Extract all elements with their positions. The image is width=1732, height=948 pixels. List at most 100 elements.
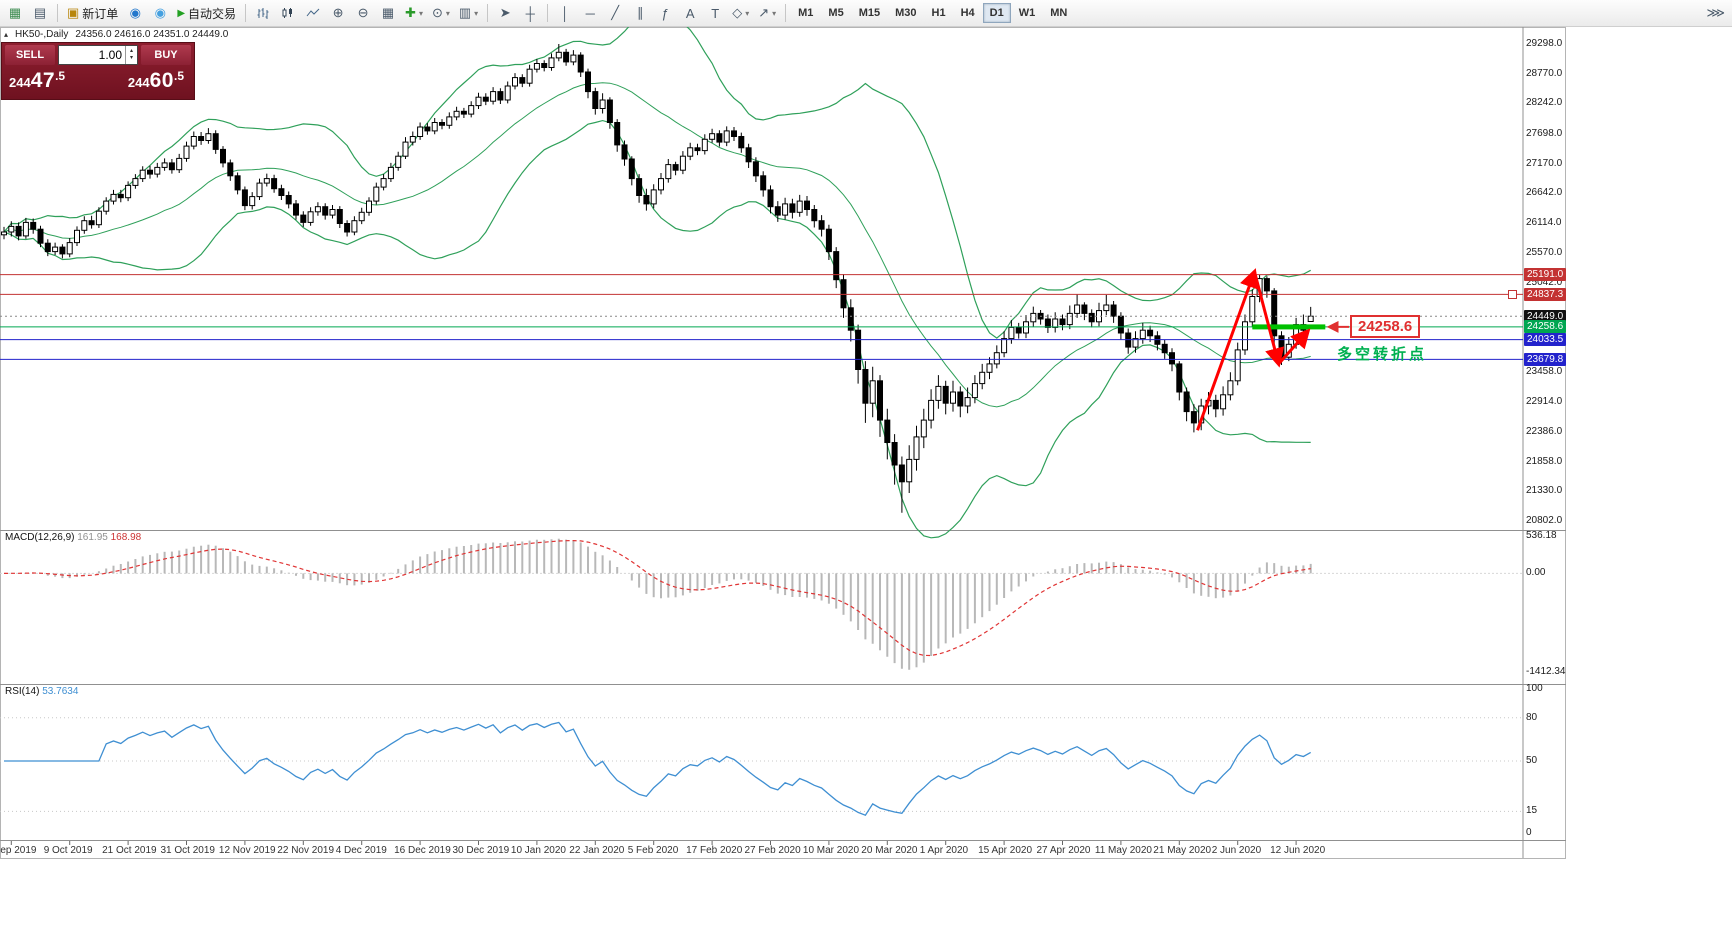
toolbar-separator xyxy=(785,4,787,22)
periods-button[interactable]: ⊙ ▾ xyxy=(428,2,454,24)
zoom-in-icon: ⊕ xyxy=(332,5,344,20)
volume-spinner[interactable]: ▴ ▾ xyxy=(125,46,137,64)
macd-name: MACD(12,26,9) xyxy=(5,532,75,543)
macd-main-value: 161.95 xyxy=(77,532,108,543)
label-tool-icon: T xyxy=(711,5,720,21)
timeframe-h4[interactable]: H4 xyxy=(954,3,982,23)
chevron-down-icon: ▾ xyxy=(418,8,423,18)
new-order-button[interactable]: ▣ 新订单 xyxy=(63,2,122,24)
crosshair-button[interactable]: ┼ xyxy=(518,2,542,24)
shapes-icon: ◇ xyxy=(732,5,743,20)
zoom-out-button[interactable]: ⊖ xyxy=(351,2,375,24)
spinner-down-icon[interactable]: ▾ xyxy=(129,55,133,61)
bar-chart-button[interactable] xyxy=(251,2,275,24)
zigzag-arrow xyxy=(1253,271,1285,368)
volume-input[interactable]: 1.00 ▴ ▾ xyxy=(58,45,138,65)
trendline-icon: ╱ xyxy=(611,5,620,20)
timeframe-h1[interactable]: H1 xyxy=(925,3,953,23)
fibonacci-button[interactable]: ƒ xyxy=(653,2,677,24)
chevron-down-icon: ▾ xyxy=(772,8,777,18)
fibonacci-icon: ƒ xyxy=(661,5,669,21)
buy-button[interactable]: BUY xyxy=(141,45,191,65)
new-chart-button[interactable]: ▦ xyxy=(3,2,27,24)
indicators-button[interactable]: ✚ ▾ xyxy=(401,2,427,24)
mql5-signals-icon: ◉ xyxy=(154,5,166,20)
cursor-icon: ➤ xyxy=(499,5,511,20)
line-chart-icon xyxy=(306,8,320,17)
sell-label: SELL xyxy=(15,49,45,61)
templates-button[interactable]: ▥ ▾ xyxy=(455,2,482,24)
toolbar-separator xyxy=(547,4,549,22)
profiles-icon: ▤ xyxy=(33,5,47,20)
support-highlight-segment xyxy=(1252,324,1326,330)
channel-button[interactable]: ∥ xyxy=(628,2,652,24)
timeframe-m15[interactable]: M15 xyxy=(852,3,887,23)
toolbar-separator xyxy=(245,4,247,22)
auto-trading-button[interactable]: ▶ 自动交易 xyxy=(173,2,240,24)
macd-label: MACD(12,26,9) 161.95 168.98 xyxy=(5,532,141,543)
indicators-icon: ✚ xyxy=(405,5,416,20)
chevron-down-icon: ▾ xyxy=(445,8,450,18)
sell-price: 24447.5 xyxy=(9,69,66,92)
tile-windows-button[interactable]: ▦ xyxy=(376,2,400,24)
arrows-icon: ↗ xyxy=(758,5,770,20)
arrows-button[interactable]: ↗ ▾ xyxy=(754,2,780,24)
timeframe-m1[interactable]: M1 xyxy=(791,3,820,23)
candles-layer xyxy=(1,44,1314,513)
horizontal-line-button[interactable]: ─ xyxy=(578,2,602,24)
chart-symbol-period: HK50-,Daily xyxy=(15,29,69,40)
hline-handle[interactable] xyxy=(1508,290,1517,300)
zoom-in-button[interactable]: ⊕ xyxy=(326,2,350,24)
candlestick-chart-icon xyxy=(282,8,293,18)
one-click-trading-panel: SELL 1.00 ▴ ▾ BUY 24447.5 24460.5 xyxy=(1,42,195,100)
horizontal-line-icon: ─ xyxy=(585,5,595,21)
vertical-line-button[interactable]: │ xyxy=(553,2,577,24)
turning-point-text[interactable]: 多空转折点 xyxy=(1337,346,1428,363)
periods-icon: ⊙ xyxy=(431,5,443,20)
timeframe-m30[interactable]: M30 xyxy=(888,3,923,23)
price-callout[interactable]: 24258.6 xyxy=(1350,315,1421,338)
macd-histogram xyxy=(10,538,1312,670)
auto-trading-icon: ▶ xyxy=(177,7,186,19)
mql5-market-button[interactable]: ◉ xyxy=(123,2,147,24)
auto-trading-label: 自动交易 xyxy=(188,6,237,21)
rsi-name: RSI(14) xyxy=(5,686,40,697)
crosshair-icon: ┼ xyxy=(525,5,535,21)
candlestick-chart-button[interactable] xyxy=(276,2,300,24)
rsi-label: RSI(14) 53.7634 xyxy=(5,686,78,697)
zigzag-arrow xyxy=(1277,328,1311,365)
new-order-icon: ▣ xyxy=(67,5,80,20)
label-tool-button[interactable]: T xyxy=(703,2,727,24)
main-toolbar: ▦ ▤ ▣ 新订单 ◉ ◉ ▶ 自动交易 ⊕ ⊖ ▦ ✚ ▾ ⊙ ▾ ▥ ▾ ➤ ┼ │ … xyxy=(0,0,1732,27)
shapes-button[interactable]: ◇ ▾ xyxy=(728,2,753,24)
buy-price: 24460.5 xyxy=(127,69,184,92)
profiles-button[interactable]: ▤ xyxy=(28,2,52,24)
new-chart-icon: ▦ xyxy=(8,5,22,20)
vertical-line-icon: │ xyxy=(561,5,570,21)
timeframe-m5[interactable]: M5 xyxy=(821,3,850,23)
templates-icon: ▥ xyxy=(458,5,472,20)
macd-signal-value: 168.98 xyxy=(110,532,142,543)
text-tool-icon: A xyxy=(685,5,695,21)
toolbar-separator xyxy=(57,4,58,22)
cursor-button[interactable]: ➤ xyxy=(493,2,517,24)
zoom-out-icon: ⊖ xyxy=(357,5,369,20)
chevron-down-icon: ▾ xyxy=(745,8,750,18)
trendline-button[interactable]: ╱ xyxy=(603,2,627,24)
timeframe-w1[interactable]: W1 xyxy=(1012,3,1043,23)
timeframe-mn[interactable]: MN xyxy=(1043,3,1074,23)
overflow-icon: ⋙ xyxy=(1706,5,1726,20)
bar-chart-icon xyxy=(257,8,269,19)
one-click-toggle-icon[interactable]: ▴ xyxy=(4,30,9,39)
spinner-up-icon[interactable]: ▴ xyxy=(129,48,133,54)
toolbar-overflow-button[interactable]: ⋙ xyxy=(1703,2,1730,24)
channel-icon: ∥ xyxy=(636,5,644,20)
text-tool-button[interactable]: A xyxy=(678,2,702,24)
mql5-signals-button[interactable]: ◉ xyxy=(148,2,172,24)
macd-signal-line xyxy=(3,539,1311,657)
chart-ohlc: 24356.0 24616.0 24351.0 24449.0 xyxy=(75,29,229,40)
line-chart-button[interactable] xyxy=(301,2,325,24)
sell-button[interactable]: SELL xyxy=(5,45,55,65)
timeframe-d1[interactable]: D1 xyxy=(982,3,1011,23)
